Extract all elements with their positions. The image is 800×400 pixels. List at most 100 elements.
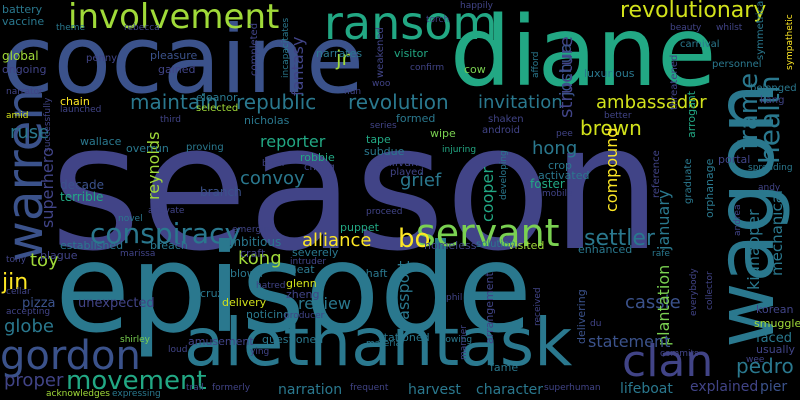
word-series: series: [370, 121, 397, 131]
word-puppet: puppet: [340, 221, 379, 234]
word-cassie: cassie: [625, 292, 681, 313]
word-activated: activated: [538, 169, 590, 182]
word-luxurious: luxurious: [584, 67, 635, 80]
word-gordon: gordon: [0, 333, 141, 379]
word-hatred: hatred: [256, 281, 286, 291]
word-wee: wee: [746, 355, 765, 365]
word-belonged: belonged: [750, 83, 797, 94]
word-terrible: terrible: [60, 190, 104, 204]
word-ruse: ruse: [10, 122, 50, 143]
word-narrator: narrator: [6, 87, 43, 97]
word-conspiracy: conspiracy: [90, 217, 242, 250]
word-crop: crop: [548, 159, 573, 172]
word-involvement: involvement: [68, 0, 280, 37]
word-narrates: narrates: [316, 47, 363, 60]
word-injuring: injuring: [442, 145, 477, 155]
word-formed: formed: [396, 112, 436, 125]
word-glenn: glenn: [286, 277, 317, 290]
word-plague: plague: [40, 249, 78, 262]
word-episode: episode: [55, 218, 533, 360]
word-formerly: formerly: [212, 383, 251, 393]
word-robbie: robbie: [300, 151, 335, 164]
word-revolution: revolution: [348, 90, 449, 114]
word-happily: happily: [460, 1, 493, 11]
word-graduate: graduate: [683, 158, 694, 204]
word-brown: brown: [580, 116, 642, 140]
word-fame: fame: [490, 361, 519, 374]
word-joshua: joshua: [556, 43, 575, 96]
word-toy: toy: [30, 250, 59, 271]
word-subdue: subdue: [364, 145, 405, 158]
word-spreading: spreading: [748, 163, 793, 173]
word-kidnapper: kidnapper: [744, 209, 763, 290]
word-grief: grief: [400, 170, 442, 191]
word-sympathetic: sympathetic: [785, 14, 795, 70]
word-invitation: invitation: [478, 92, 563, 113]
word-battery: battery: [2, 3, 43, 16]
word-ongoing: ongoing: [2, 63, 47, 76]
word-pizza: pizza: [22, 296, 56, 311]
word-superhero: superhero: [38, 147, 57, 228]
word-alethantask: alethantask: [184, 304, 573, 381]
word-amid: amid: [6, 111, 29, 121]
word-lifeboat: lifeboat: [620, 381, 673, 397]
word-cow: cow: [464, 63, 486, 76]
word-wipe: wipe: [430, 127, 456, 140]
word-confirm: confirm: [410, 63, 445, 73]
word-incapacitates: incapacitates: [281, 17, 291, 78]
word-nun: nun: [344, 87, 362, 97]
word-activate: activate: [148, 206, 185, 216]
word-rafe: rafe: [652, 249, 670, 259]
word-cruz: cruz: [200, 287, 224, 300]
word-pedro: pedro: [736, 354, 794, 378]
word-hong: hong: [532, 138, 578, 159]
word-maintain: maintain: [130, 90, 219, 114]
word-visited: visited: [508, 239, 545, 252]
word-vaccine: vaccine: [2, 15, 45, 28]
word-theme: theme: [56, 23, 86, 33]
word-established: established: [60, 239, 124, 252]
word-accepting: accepting: [6, 307, 51, 317]
word-received: received: [533, 287, 543, 326]
word-explained: explained: [690, 379, 759, 395]
word-movement: movement: [66, 366, 207, 396]
word-shaken: shaken: [488, 114, 524, 125]
word-cocaine: cocaine: [2, 6, 365, 115]
word-harvest: harvest: [408, 382, 461, 398]
word-review: review: [298, 294, 351, 313]
word-diane: diane: [450, 0, 717, 108]
word-pee: pee: [556, 129, 573, 139]
word-manner: manner: [459, 325, 469, 360]
word-superhuman: superhuman: [544, 383, 601, 393]
word-acknowledges: acknowledges: [46, 389, 110, 399]
word-season: season: [50, 87, 662, 290]
word-bo: bo: [398, 224, 431, 254]
word-launched: launched: [60, 105, 102, 115]
word-blown: blown: [230, 267, 263, 280]
word-meat: meat: [286, 263, 315, 276]
word-solution: solution: [476, 239, 516, 250]
word-servant: servant: [416, 211, 560, 255]
word-emerging: emerging: [232, 225, 276, 235]
word-statement: statement: [588, 332, 671, 351]
word-eleanor: eleanor: [196, 91, 238, 104]
word-delivering: delivering: [575, 289, 588, 344]
word-enhanced: enhanced: [578, 243, 633, 256]
word-revolutionary: revolutionary: [620, 0, 767, 23]
word-ambassador: ambassador: [596, 92, 707, 113]
word-craft: craft: [240, 247, 266, 260]
word-decade: decade: [60, 178, 104, 192]
word-andy: andy: [758, 183, 781, 193]
word-reporter: reporter: [260, 132, 326, 151]
word-delivery: delivery: [222, 296, 267, 309]
word-penny: penny: [86, 53, 118, 64]
word-rebecca: rebecca: [124, 23, 160, 33]
word-alliance: alliance: [302, 230, 372, 251]
word-weakened: weakened: [375, 27, 386, 78]
word-cellar: cellar: [6, 287, 31, 297]
word-korean: korean: [756, 303, 794, 316]
word-beauty: beauty: [670, 23, 702, 33]
word-cheng: cheng: [304, 162, 335, 173]
word-arrangement: arrangement: [483, 272, 496, 344]
